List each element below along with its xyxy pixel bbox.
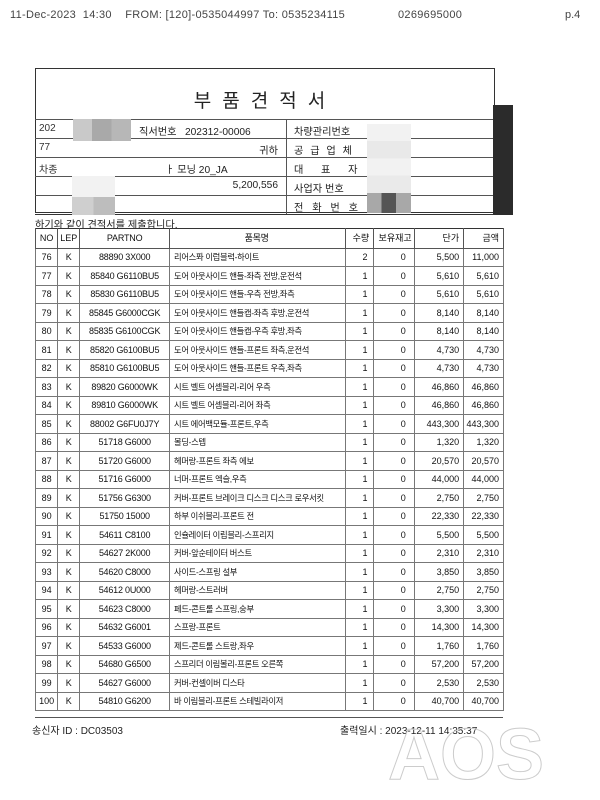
svg-text:AOS: AOS: [388, 717, 544, 795]
